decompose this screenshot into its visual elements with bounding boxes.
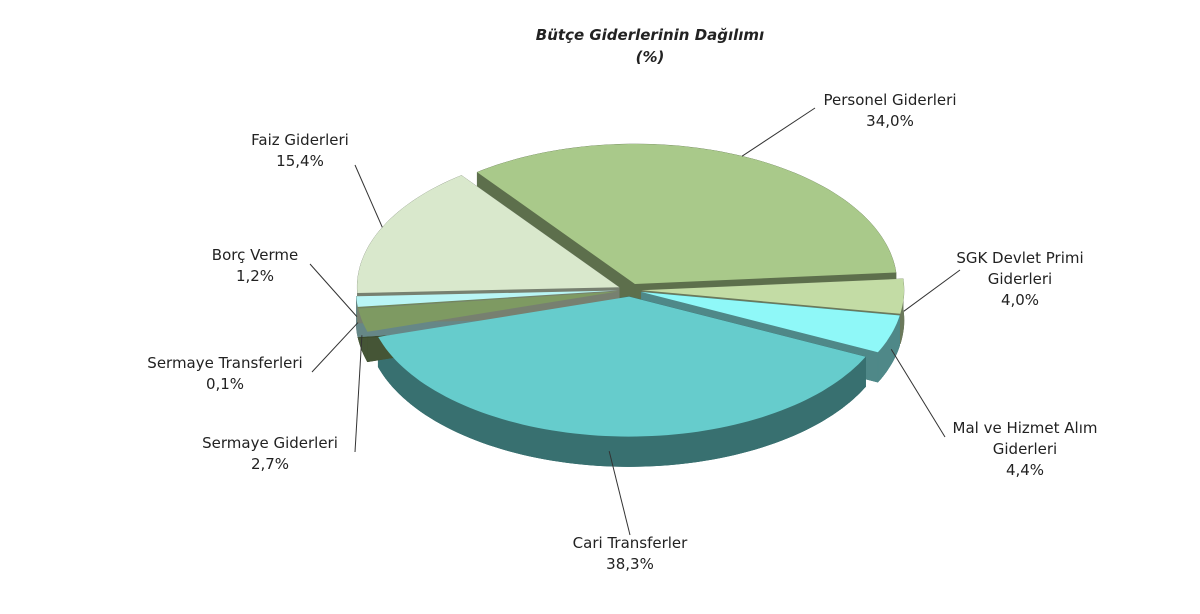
slice (357, 175, 620, 293)
value-label: 4,0% (1001, 291, 1039, 309)
label-line: SGK Devlet Primi (956, 249, 1083, 267)
category-label: Sermaye Giderleri (202, 434, 338, 452)
leader-line (903, 269, 961, 312)
category-label: Cari Transferler (573, 534, 688, 552)
slice (642, 278, 904, 314)
leader-line (608, 451, 631, 536)
slice (358, 291, 619, 332)
leader-line (741, 107, 816, 157)
slice (641, 292, 900, 353)
label-line: Faiz Giderleri (251, 131, 349, 149)
slice (357, 290, 619, 308)
value-label: 2,7% (251, 455, 289, 473)
chart-title: Bütçe Giderlerinin Dağılımı (536, 26, 764, 44)
category-label: Borç Verme (212, 246, 298, 264)
label-line: Sermaye Giderleri (202, 434, 338, 452)
category-label: Personel Giderleri (823, 91, 956, 109)
value-label: 15,4% (276, 152, 324, 170)
leader-line (890, 349, 946, 438)
category-label: Faiz Giderleri (251, 131, 349, 149)
label-line: Borç Verme (212, 246, 298, 264)
label-line: Giderleri (988, 270, 1052, 288)
leader-line (309, 263, 358, 317)
slice (378, 296, 866, 437)
value-label: 4,4% (1006, 461, 1044, 479)
category-label: SGK Devlet Primi Giderleri (956, 249, 1083, 288)
value-label: 34,0% (866, 112, 914, 130)
category-label: Sermaye Transferleri (147, 354, 302, 372)
label-line: Personel Giderleri (823, 91, 956, 109)
leader-line (354, 164, 383, 228)
slice-wall (377, 336, 866, 467)
label-line: Cari Transferler (573, 534, 688, 552)
slice (477, 144, 896, 284)
slice-wall (877, 315, 900, 383)
slice (356, 290, 618, 307)
value-label: 38,3% (606, 555, 654, 573)
value-label: 1,2% (236, 267, 274, 285)
value-label: 0,1% (206, 375, 244, 393)
label-line: Mal ve Hizmet Alım (953, 419, 1098, 437)
leader-line (311, 322, 359, 373)
leader-line (354, 335, 363, 453)
label-line: Sermaye Transferleri (147, 354, 302, 372)
chart-subtitle: (%) (636, 48, 665, 66)
label-line: Giderleri (993, 440, 1057, 458)
category-label: Mal ve Hizmet Alım Giderleri (953, 419, 1098, 458)
